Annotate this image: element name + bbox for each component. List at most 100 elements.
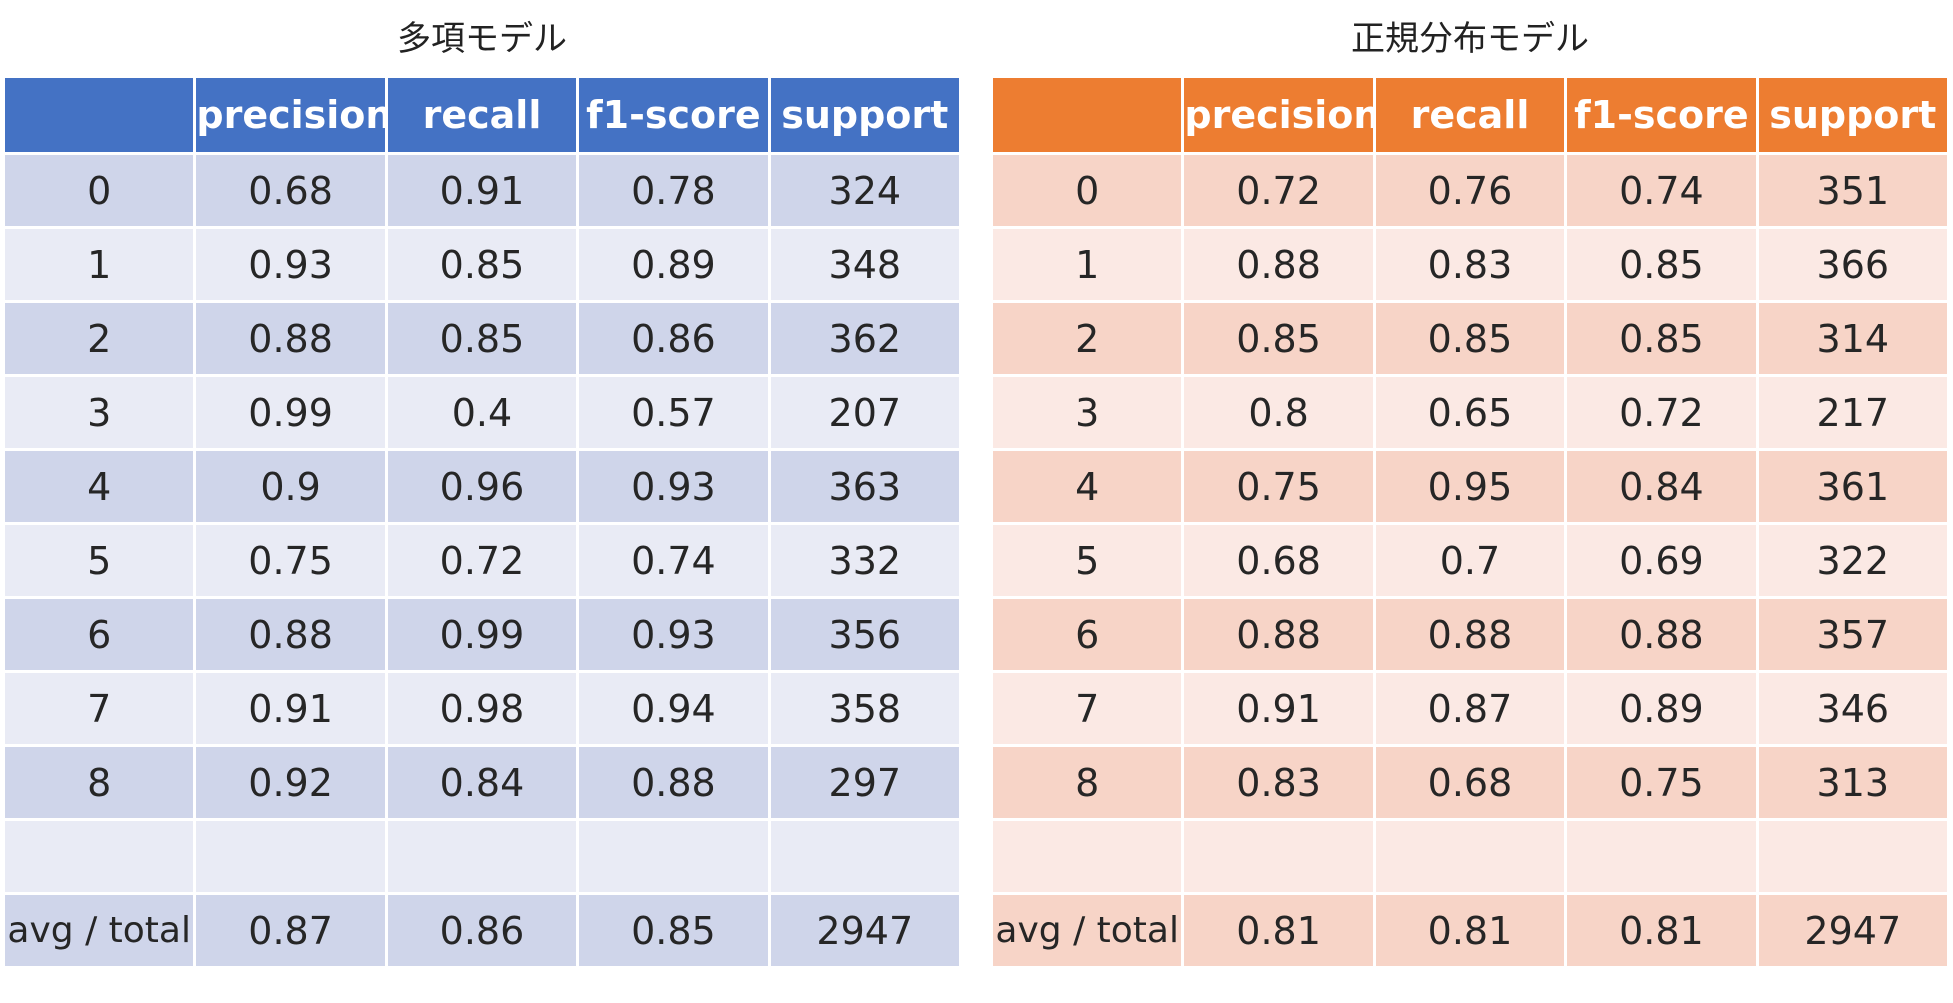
recall-cell: 0.76 (1372, 152, 1568, 229)
row-label-cell: 6 (1, 596, 197, 673)
precision-cell: 0.99 (193, 374, 388, 451)
precision-cell: 0.91 (193, 670, 388, 747)
row-label-cell: 1 (989, 226, 1185, 303)
f1-score-cell: 0.85 (576, 892, 771, 969)
table-row: 0 0.68 0.91 0.78 324 (1, 152, 963, 229)
support-cell: 366 (1755, 226, 1951, 303)
precision-cell: 0.75 (193, 522, 388, 599)
f1-score-cell: 0.85 (1564, 300, 1759, 377)
table-row: 2 0.85 0.85 0.85 314 (989, 300, 1951, 377)
table-row: 8 0.83 0.68 0.75 313 (989, 744, 1951, 821)
f1-score-cell: 0.85 (1564, 226, 1759, 303)
precision-cell: 0.75 (1181, 448, 1376, 525)
row-label-cell (989, 818, 1185, 895)
f1-score-cell: 0.69 (1564, 522, 1759, 599)
support-cell: 362 (767, 300, 963, 377)
f1-score-cell: 0.72 (1564, 374, 1759, 451)
row-label-cell: avg / total (1, 892, 197, 969)
f1-score-cell: 0.93 (576, 596, 771, 673)
recall-cell: 0.84 (384, 744, 580, 821)
precision-cell: 0.88 (193, 300, 388, 377)
row-label-cell: 7 (989, 670, 1185, 747)
table-row: 1 0.88 0.83 0.85 366 (989, 226, 1951, 303)
recall-cell: 0.4 (384, 374, 580, 451)
multinomial-model-title: 多項モデル (397, 19, 567, 59)
f1-score-cell: 0.81 (1564, 892, 1759, 969)
row-label-cell: 0 (1, 152, 197, 229)
support-cell: 217 (1755, 374, 1951, 451)
table-header-row: precision recall f1-score support (1, 75, 963, 155)
f1-score-cell: 0.57 (576, 374, 771, 451)
f1-score-cell: 0.89 (576, 226, 771, 303)
table-row: 7 0.91 0.87 0.89 346 (989, 670, 1951, 747)
recall-cell (1372, 818, 1568, 895)
f1-score-cell: 0.74 (1564, 152, 1759, 229)
precision-cell: 0.72 (1181, 152, 1376, 229)
table-row: 4 0.9 0.96 0.93 363 (1, 448, 963, 525)
precision-cell: 0.91 (1181, 670, 1376, 747)
table-row: 0 0.72 0.76 0.74 351 (989, 152, 1951, 229)
recall-cell: 0.81 (1372, 892, 1568, 969)
table-row-blank (989, 818, 1951, 895)
precision-cell: 0.9 (193, 448, 388, 525)
header-cell-recall: recall (384, 75, 580, 155)
table-row-blank (1, 818, 963, 895)
recall-cell: 0.99 (384, 596, 580, 673)
recall-cell: 0.86 (384, 892, 580, 969)
precision-cell: 0.83 (1181, 744, 1376, 821)
gaussian-model-table: precision recall f1-score support 0 0.72… (989, 75, 1951, 969)
precision-cell: 0.88 (1181, 596, 1376, 673)
row-label-cell: 5 (989, 522, 1185, 599)
support-cell: 2947 (1755, 892, 1951, 969)
precision-cell: 0.87 (193, 892, 388, 969)
header-cell-precision: precision (1181, 75, 1376, 155)
support-cell: 346 (1755, 670, 1951, 747)
support-cell: 357 (1755, 596, 1951, 673)
table-row: 5 0.75 0.72 0.74 332 (1, 522, 963, 599)
support-cell: 356 (767, 596, 963, 673)
f1-score-cell: 0.88 (1564, 596, 1759, 673)
precision-cell: 0.93 (193, 226, 388, 303)
recall-cell: 0.96 (384, 448, 580, 525)
f1-score-cell: 0.94 (576, 670, 771, 747)
recall-cell: 0.85 (1372, 300, 1568, 377)
table-row: 3 0.8 0.65 0.72 217 (989, 374, 1951, 451)
header-cell-f1-score: f1-score (576, 75, 771, 155)
multinomial-model-table: precision recall f1-score support 0 0.68… (1, 75, 963, 969)
recall-cell: 0.65 (1372, 374, 1568, 451)
table-row: 8 0.92 0.84 0.88 297 (1, 744, 963, 821)
precision-cell: 0.81 (1181, 892, 1376, 969)
recall-cell: 0.91 (384, 152, 580, 229)
f1-score-cell (576, 818, 771, 895)
precision-cell (193, 818, 388, 895)
f1-score-cell: 0.78 (576, 152, 771, 229)
row-label-cell: 1 (1, 226, 197, 303)
table-row: 6 0.88 0.88 0.88 357 (989, 596, 1951, 673)
support-cell: 2947 (767, 892, 963, 969)
f1-score-cell: 0.84 (1564, 448, 1759, 525)
support-cell: 324 (767, 152, 963, 229)
row-label-cell (1, 818, 197, 895)
precision-cell: 0.88 (1181, 226, 1376, 303)
table-row-avg-total: avg / total 0.87 0.86 0.85 2947 (1, 892, 963, 969)
table-row: 3 0.99 0.4 0.57 207 (1, 374, 963, 451)
precision-cell: 0.92 (193, 744, 388, 821)
support-cell: 322 (1755, 522, 1951, 599)
support-cell: 314 (1755, 300, 1951, 377)
support-cell: 348 (767, 226, 963, 303)
support-cell (767, 818, 963, 895)
f1-score-cell: 0.75 (1564, 744, 1759, 821)
table-row: 5 0.68 0.7 0.69 322 (989, 522, 1951, 599)
header-cell-blank (1, 75, 197, 155)
table-row: 4 0.75 0.95 0.84 361 (989, 448, 1951, 525)
precision-cell: 0.8 (1181, 374, 1376, 451)
header-cell-recall: recall (1372, 75, 1568, 155)
row-label-cell: 7 (1, 670, 197, 747)
support-cell: 297 (767, 744, 963, 821)
table-row: 1 0.93 0.85 0.89 348 (1, 226, 963, 303)
recall-cell: 0.7 (1372, 522, 1568, 599)
support-cell: 358 (767, 670, 963, 747)
recall-cell: 0.68 (1372, 744, 1568, 821)
gaussian-model-title: 正規分布モデル (1351, 19, 1589, 59)
table-row: 6 0.88 0.99 0.93 356 (1, 596, 963, 673)
